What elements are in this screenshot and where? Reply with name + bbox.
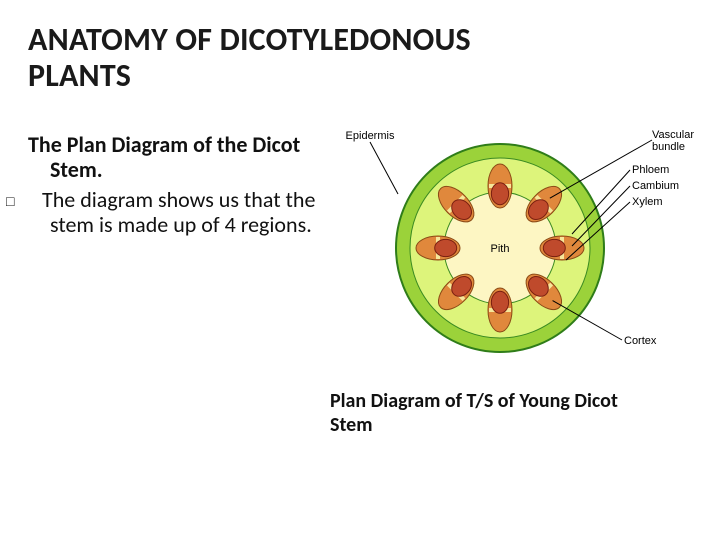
svg-text:Pith: Pith (491, 243, 510, 255)
dicot-stem-diagram: Pith Epidermis Vascularbundle Phloem Cambium… (330, 128, 700, 368)
page-title: ANATOMY OF DICOTYLEDONOUS PLANTS (28, 22, 538, 94)
svg-text:Phloem: Phloem (632, 164, 669, 176)
svg-text:bundle: bundle (652, 141, 685, 153)
slide: { "title": "ANATOMY OF DICOTYLEDONOUS PL… (0, 0, 720, 540)
svg-text:Epidermis: Epidermis (346, 130, 395, 142)
svg-text:Cortex: Cortex (624, 335, 657, 347)
svg-text:Vascular: Vascular (652, 129, 694, 141)
bullet-icon: □ (28, 193, 42, 209)
body-bullet: □The diagram shows us that the stem is m… (28, 187, 318, 238)
diagram-caption: Plan Diagram of T/S of Young Dicot Stem (330, 390, 660, 437)
bullet-text: The diagram shows us that the stem is ma… (42, 186, 315, 238)
body-text-block: The Plan Diagram of the Dicot Stem. □The… (28, 132, 318, 237)
svg-text:Xylem: Xylem (632, 196, 663, 208)
svg-text:Cambium: Cambium (632, 180, 679, 192)
body-subhead: The Plan Diagram of the Dicot Stem. (28, 132, 318, 183)
